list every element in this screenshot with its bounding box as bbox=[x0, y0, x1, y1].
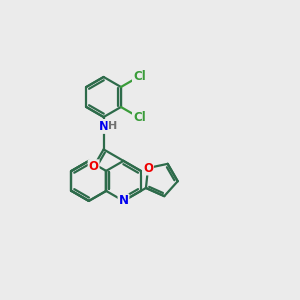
Text: N: N bbox=[99, 120, 109, 133]
Text: O: O bbox=[143, 161, 153, 175]
Text: O: O bbox=[88, 160, 99, 173]
Text: H: H bbox=[108, 122, 118, 131]
Text: N: N bbox=[118, 194, 128, 207]
Text: Cl: Cl bbox=[133, 111, 146, 124]
Text: Cl: Cl bbox=[133, 70, 146, 83]
